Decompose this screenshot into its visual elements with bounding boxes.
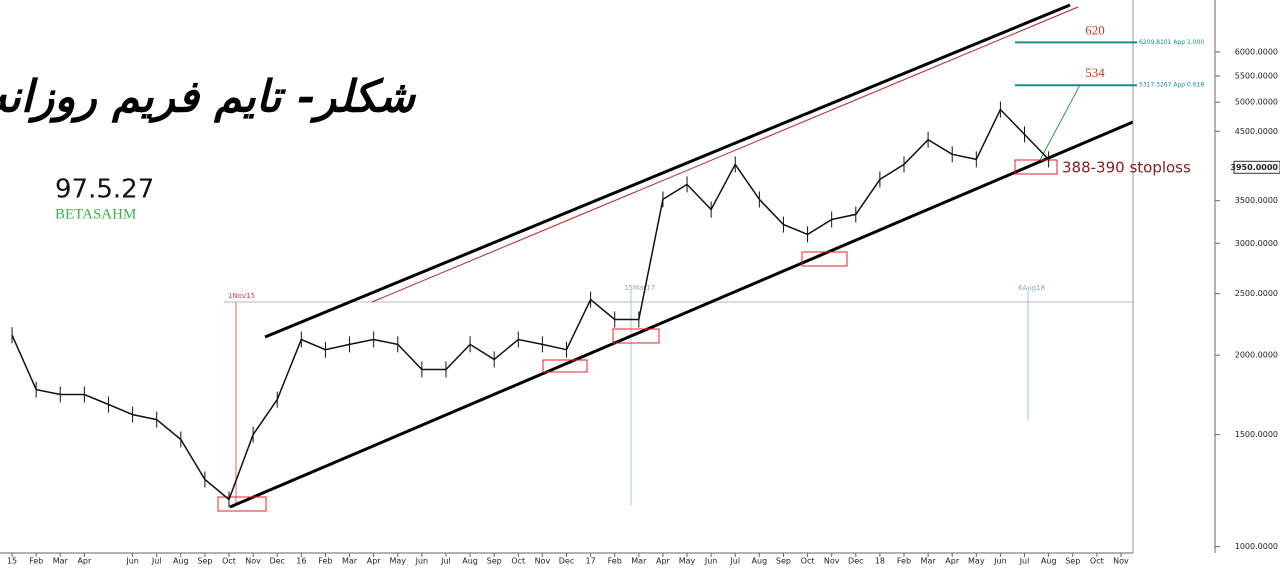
x-tick-label: Nov — [535, 557, 551, 566]
x-tick-label: Feb — [318, 557, 332, 566]
x-tick-label: Feb — [608, 557, 622, 566]
x-tick-label: Oct — [1090, 557, 1104, 566]
y-tick-label: 3000.0000 — [1235, 239, 1278, 248]
marker-label: 15Mar17 — [624, 284, 655, 292]
last-price-box — [1233, 160, 1280, 174]
stoploss: 388-390 stoploss — [1062, 159, 1191, 177]
x-tick-label: Mar — [342, 557, 358, 566]
date-label: 97.5.27 — [55, 175, 154, 205]
x-tick-label: Feb — [897, 557, 911, 566]
x-tick-label: Feb — [29, 557, 43, 566]
x-tick-label: Jun — [125, 557, 139, 566]
x-tick-label: Aug — [173, 557, 189, 566]
y-tick-label: 3500.0000 — [1235, 196, 1278, 205]
x-tick-label: Aug — [1041, 557, 1057, 566]
marker-label: 6Aug18 — [1018, 284, 1045, 292]
y-tick-label: 1500.0000 — [1235, 430, 1278, 439]
x-tick-label: Apr — [656, 557, 671, 566]
x-tick-label: Apr — [945, 557, 960, 566]
x-tick-label: Aug — [752, 557, 768, 566]
x-tick-label: Mar — [921, 557, 937, 566]
x-tick-label: Jul — [1019, 557, 1030, 566]
x-tick-label: Nov — [824, 557, 840, 566]
y-tick-label: 2000.0000 — [1235, 351, 1278, 360]
x-tick-label: Oct — [222, 557, 236, 566]
channel-lower — [229, 120, 1134, 509]
target-line — [1039, 84, 1081, 161]
x-tick-label: Nov — [245, 557, 261, 566]
x-tick-label: Jun — [993, 557, 1007, 566]
x-tick-label: Apr — [77, 557, 92, 566]
x-tick-label: Jul — [440, 557, 451, 566]
brand: BETASAHM — [55, 206, 136, 222]
x-tick-label: Sep — [776, 557, 791, 566]
marker-label: 1Nov15 — [228, 292, 255, 300]
fib-target: 620 — [1085, 22, 1105, 37]
fib-label: 6209.8101 App 1.000 — [1139, 39, 1204, 46]
x-tick-label: Oct — [511, 557, 525, 566]
x-tick-label: Jun — [704, 557, 718, 566]
chart-title: شکلر- تایم فریم روزانه — [0, 72, 417, 124]
y-tick-label: 2500.0000 — [1235, 289, 1278, 298]
x-tick-label: Dec — [269, 557, 284, 566]
y-tick-label: 4500.0000 — [1235, 127, 1278, 136]
x-tick-label: 18 — [875, 557, 885, 566]
fib-label: 5317.3267 App 0.618 — [1139, 82, 1204, 89]
x-tick-label: Mar — [53, 557, 69, 566]
y-tick-label: 5000.0000 — [1235, 98, 1278, 107]
x-tick-label: Jun — [415, 557, 429, 566]
x-tick-label: May — [679, 557, 696, 566]
y-tick-label: 6000.0000 — [1235, 47, 1278, 56]
pivot-boxes — [217, 159, 1058, 512]
x-tick-label: Sep — [487, 557, 502, 566]
x-tick-label: 16 — [296, 557, 306, 566]
x-tick-label: Mar — [631, 557, 647, 566]
x-tick-label: Sep — [1065, 557, 1080, 566]
x-tick-label: 17 — [586, 557, 596, 566]
x-tick-label: Jul — [729, 557, 740, 566]
price-line — [11, 108, 1050, 501]
x-tick-label: Aug — [462, 557, 478, 566]
channel-upper — [264, 3, 1071, 339]
channel-mid — [371, 6, 1079, 303]
x-tick-label: Dec — [559, 557, 574, 566]
last-price-label: 3950.0000 — [1230, 163, 1278, 172]
y-tick-label: 1000.0000 — [1235, 542, 1278, 551]
x-tick-label: Dec — [848, 557, 863, 566]
x-tick-label: Nov — [1113, 557, 1129, 566]
y-tick-label: 5500.0000 — [1235, 71, 1278, 80]
x-tick-label: May — [389, 557, 406, 566]
x-tick-label: Jul — [151, 557, 162, 566]
x-tick-label: May — [968, 557, 985, 566]
x-tick-label: Sep — [197, 557, 212, 566]
x-tick-label: 15 — [7, 557, 17, 566]
x-tick-label: Oct — [801, 557, 815, 566]
x-tick-label: Apr — [367, 557, 382, 566]
fib-target: 534 — [1085, 65, 1105, 80]
